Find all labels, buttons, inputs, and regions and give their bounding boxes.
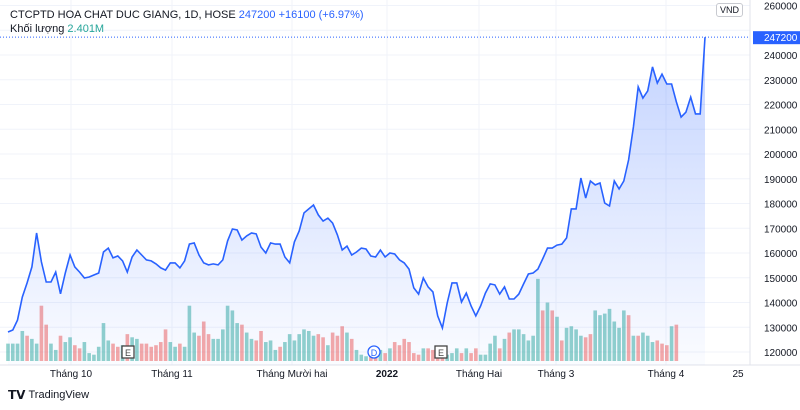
volume-value: 2.401M <box>67 23 105 35</box>
price-axis-label: 220000 <box>764 101 798 112</box>
last-price: 247200 <box>238 9 276 21</box>
event-marker-label: E <box>438 348 444 358</box>
price-axis-label: 130000 <box>764 323 798 334</box>
currency-badge[interactable]: VND <box>716 3 744 17</box>
legend-volume: Khối lượng 2.401M <box>10 23 104 35</box>
symbol-title: CTCPTD HOA CHAT DUC GIANG, 1D, HOSE <box>10 9 236 21</box>
price-axis-label: 230000 <box>764 76 798 87</box>
price-axis-label: 160000 <box>764 249 798 260</box>
tv-logo-icon: 𝗧𝗩 <box>8 388 26 402</box>
price-axis-label: 210000 <box>764 125 798 136</box>
price-axis-label: 150000 <box>764 274 798 285</box>
price-axis-label: 170000 <box>764 224 798 235</box>
time-axis-label: Tháng 11 <box>151 369 193 380</box>
price-axis-label: 180000 <box>764 200 798 211</box>
price-area-fill <box>8 37 705 365</box>
dividend-marker <box>367 345 381 359</box>
price-change: +16100 (+6.97%) <box>278 9 364 21</box>
volume-bar <box>6 343 10 361</box>
price-line <box>7 37 706 333</box>
time-axis-label: Tháng 4 <box>648 369 685 380</box>
price-axis-label: 240000 <box>764 51 798 62</box>
price-axis-label: 120000 <box>764 348 798 359</box>
time-axis-label: Tháng 10 <box>50 369 93 380</box>
last-price-tag-label: 247200 <box>764 33 798 44</box>
time-axis-label: Tháng Hai <box>456 369 502 380</box>
tradingview-logo[interactable]: 𝗧𝗩 TradingView <box>8 388 89 402</box>
time-axis-label: 25 <box>732 369 744 380</box>
last-price-tag <box>753 31 800 45</box>
time-axis-label: 2022 <box>376 369 399 380</box>
price-axis-label: 200000 <box>764 150 798 161</box>
brand-name: TradingView <box>28 389 90 401</box>
price-axis-label: 140000 <box>764 299 798 310</box>
time-axis-label: Tháng Mười hai <box>256 369 327 380</box>
price-axis-label: 190000 <box>764 175 798 186</box>
event-marker-label: E <box>125 348 131 358</box>
legend-symbol: CTCPTD HOA CHAT DUC GIANG, 1D, HOSE 2472… <box>10 9 364 21</box>
price-axis-label: 260000 <box>764 2 798 13</box>
time-axis-label: Tháng 3 <box>538 369 575 380</box>
earnings-marker <box>434 345 448 359</box>
earnings-marker <box>121 345 135 359</box>
event-marker-label: D <box>371 348 378 358</box>
volume-label: Khối lượng <box>10 23 65 35</box>
